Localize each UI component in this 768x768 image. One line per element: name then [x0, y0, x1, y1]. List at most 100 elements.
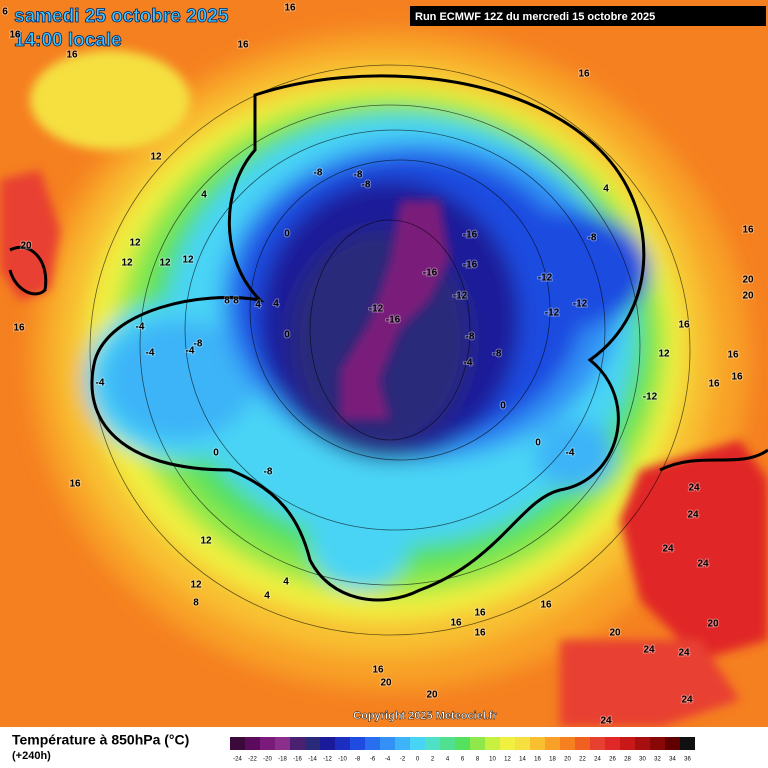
contour-label: 4: [201, 190, 207, 201]
contour-label: -4: [566, 448, 575, 459]
color-swatch: [320, 737, 335, 750]
contour-label: 16: [731, 372, 743, 383]
colorbar-tick-label: -24: [233, 757, 242, 763]
contour-label: 20: [380, 678, 392, 689]
colorbar-tick-label: -22: [248, 757, 257, 763]
contour-label: 12: [200, 536, 212, 547]
contour-label: -8: [493, 349, 502, 360]
temperature-field: [0, 0, 768, 727]
contour-label: 16: [372, 665, 384, 676]
contour-label: 16: [284, 3, 296, 14]
color-swatch: [275, 737, 290, 750]
contour-label: -16: [463, 260, 478, 271]
colorbar-tick-label: 30: [639, 757, 646, 763]
colorbar-tick-label: 24: [594, 757, 601, 763]
contour-label: 24: [687, 510, 699, 521]
color-swatch: [515, 737, 530, 750]
color-swatch: [365, 737, 380, 750]
contour-label: -8: [194, 339, 203, 350]
contour-label: 16: [474, 608, 486, 619]
contour-label: -4: [186, 346, 195, 357]
contour-label: 12: [658, 349, 670, 360]
contour-label: 24: [600, 716, 612, 727]
contour-label: 24: [681, 695, 693, 706]
contour-label: 0: [535, 438, 541, 449]
color-swatch: [665, 737, 680, 750]
color-swatch: [485, 737, 500, 750]
colorbar-tick-label: 20: [564, 757, 571, 763]
color-swatch: [290, 737, 305, 750]
color-swatch: [335, 737, 350, 750]
colorbar-tick-label: -14: [308, 757, 317, 763]
contour-label: -12: [453, 291, 468, 302]
colorbar-tick-label: 14: [519, 757, 526, 763]
color-swatch: [230, 737, 245, 750]
contour-label: -12: [369, 304, 384, 315]
legend-title: Température à 850hPa (°C): [12, 732, 189, 748]
contour-label: 12: [190, 580, 202, 591]
contour-label: 4: [603, 184, 609, 195]
contour-label: 16: [540, 600, 552, 611]
colorbar-tick-label: 22: [579, 757, 586, 763]
contour-label: 12: [121, 258, 133, 269]
contour-label: 4: [273, 299, 279, 310]
contour-label: 8: [224, 296, 230, 307]
color-swatch: [575, 737, 590, 750]
colorbar-tick-label: 8: [476, 757, 480, 763]
colorbar-tick-label: 10: [489, 757, 496, 763]
color-swatch: [305, 737, 320, 750]
colorbar-tick-label: 12: [504, 757, 511, 763]
contour-label: 16: [727, 350, 739, 361]
contour-label: -8: [354, 170, 363, 181]
color-swatch: [455, 737, 470, 750]
contour-label: 6: [2, 7, 8, 18]
contour-label: 20: [707, 619, 719, 630]
contour-label: -12: [573, 299, 588, 310]
contour-label: 24: [688, 483, 700, 494]
colorbar-tick-label: -6: [370, 757, 376, 763]
contour-label: 24: [678, 648, 690, 659]
color-swatch: [650, 737, 665, 750]
colorbar-tick-label: -20: [263, 757, 272, 763]
contour-label: 16: [13, 323, 25, 334]
copyright: Copyright 2025 Meteociel.fr: [353, 710, 497, 722]
contour-label: 16: [708, 379, 720, 390]
contour-label: 20: [20, 241, 32, 252]
color-swatch: [410, 737, 425, 750]
color-swatch: [260, 737, 275, 750]
color-swatch: [380, 737, 395, 750]
color-swatch: [245, 737, 260, 750]
color-swatch: [500, 737, 515, 750]
run-info: Run ECMWF 12Z du mercredi 15 octobre 202…: [415, 11, 655, 23]
contour-label: 0: [500, 401, 506, 412]
contour-label: 24: [662, 544, 674, 555]
colorbar-tick-label: 26: [609, 757, 616, 763]
colorbar-tick-label: -16: [293, 757, 302, 763]
contour-label: 0: [284, 229, 290, 240]
colorbar-tick-label: -2: [400, 757, 406, 763]
contour-label: 8: [233, 296, 239, 307]
contour-label: 0: [284, 330, 290, 341]
contour-label: 20: [742, 275, 754, 286]
contour-label: 4: [283, 577, 289, 588]
valid-date: samedi 25 octobre 2025: [14, 6, 229, 27]
colorbar-tick-label: 4: [446, 757, 450, 763]
colorbar-tick-label: 28: [624, 757, 631, 763]
lead-time: (+240h): [12, 750, 51, 762]
contour-label: -12: [643, 392, 658, 403]
contour-label: 16: [450, 618, 462, 629]
contour-label: -8: [264, 467, 273, 478]
color-swatch: [620, 737, 635, 750]
contour-label: 4: [255, 300, 261, 311]
contour-label: 8: [193, 598, 199, 609]
contour-label: 0: [213, 448, 219, 459]
contour-label: -4: [146, 348, 155, 359]
colorbar-tick-label: 0: [416, 757, 420, 763]
color-swatch: [350, 737, 365, 750]
contour-label: -16: [423, 268, 438, 279]
color-swatch: [395, 737, 410, 750]
contour-label: 12: [182, 255, 194, 266]
colorbar-tick-label: -8: [355, 757, 361, 763]
